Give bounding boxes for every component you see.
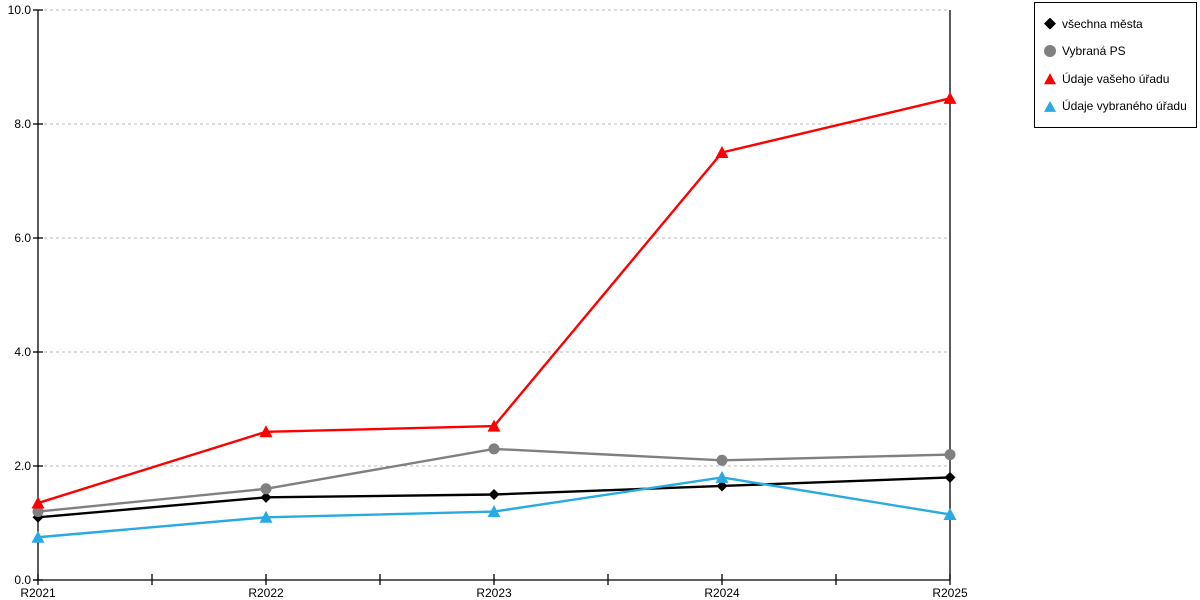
data-point-marker: [944, 471, 956, 483]
legend: všechna města Vybraná PS Údaje vašeho úř…: [1034, 2, 1197, 128]
data-point-marker: [31, 530, 45, 543]
x-tick-label: R2022: [248, 586, 284, 600]
series-line: [37, 447, 951, 513]
x-tick-label: R2023: [476, 586, 512, 600]
data-point-marker: [488, 443, 500, 455]
y-tick-label: 2.0: [14, 459, 31, 473]
series-line: [37, 97, 951, 505]
data-point-marker: [944, 449, 956, 461]
y-tick-label: 10.0: [8, 3, 32, 17]
data-point-marker: [259, 510, 273, 523]
legend-item-udaje-vaseho-uradu: Údaje vašeho úřadu: [1044, 72, 1196, 86]
legend-item-vsechna-mesta: všechna města: [1044, 17, 1196, 31]
legend-label: všechna města: [1062, 16, 1143, 31]
circle-icon: [1044, 45, 1056, 58]
data-point-marker: [260, 483, 272, 495]
data-point-marker: [259, 425, 273, 438]
legend-label: Vybraná PS: [1062, 44, 1126, 59]
diamond-icon: [1044, 17, 1056, 30]
y-tick-label: 6.0: [14, 231, 31, 245]
data-point-marker: [31, 496, 45, 509]
triangle-icon: [1044, 100, 1056, 112]
data-point-marker: [32, 506, 44, 518]
x-tick-label: R2024: [704, 586, 740, 600]
y-tick-label: 8.0: [14, 117, 31, 131]
data-point-marker: [943, 507, 957, 520]
legend-label: Údaje vybraného úřadu: [1062, 99, 1187, 114]
x-tick-label: R2021: [20, 586, 56, 600]
data-point-marker: [716, 454, 728, 466]
y-tick-label: 0.0: [14, 573, 31, 587]
triangle-icon: [1044, 73, 1056, 85]
data-point-marker: [943, 91, 957, 104]
data-point-marker: [715, 146, 729, 158]
data-point-marker: [487, 419, 501, 432]
data-point-marker: [716, 480, 728, 492]
legend-item-udaje-vybraneho-uradu: Údaje vybraného úřadu: [1044, 99, 1196, 113]
data-point-marker: [260, 491, 272, 503]
data-point-marker: [488, 489, 500, 500]
x-tick-label: R2025: [932, 586, 968, 600]
legend-label: Údaje vašeho úřadu: [1062, 71, 1170, 86]
data-point-marker: [715, 470, 729, 483]
y-tick-label: 4.0: [14, 345, 31, 359]
data-point-marker: [487, 505, 501, 518]
legend-item-vybrana-ps: Vybraná PS: [1044, 44, 1196, 58]
